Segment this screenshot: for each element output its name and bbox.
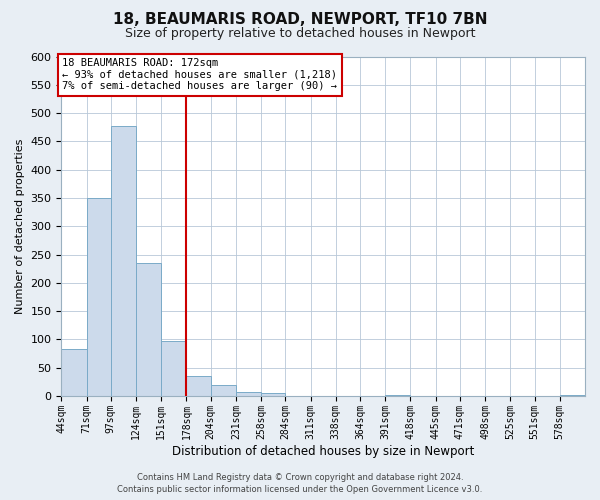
Y-axis label: Number of detached properties: Number of detached properties <box>15 138 25 314</box>
X-axis label: Distribution of detached houses by size in Newport: Distribution of detached houses by size … <box>172 444 475 458</box>
Text: Contains HM Land Registry data © Crown copyright and database right 2024.
Contai: Contains HM Land Registry data © Crown c… <box>118 472 482 494</box>
Bar <box>86 198 111 396</box>
Bar <box>187 376 211 396</box>
Bar <box>161 340 187 396</box>
Text: 18 BEAUMARIS ROAD: 172sqm
← 93% of detached houses are smaller (1,218)
7% of sem: 18 BEAUMARIS ROAD: 172sqm ← 93% of detac… <box>62 58 337 92</box>
Text: 18, BEAUMARIS ROAD, NEWPORT, TF10 7BN: 18, BEAUMARIS ROAD, NEWPORT, TF10 7BN <box>113 12 487 28</box>
Bar <box>385 395 410 396</box>
Bar <box>211 386 236 396</box>
Bar <box>236 392 261 396</box>
Bar <box>560 395 585 396</box>
Bar <box>111 126 136 396</box>
Bar <box>136 263 161 396</box>
Bar <box>261 393 286 396</box>
Text: Size of property relative to detached houses in Newport: Size of property relative to detached ho… <box>125 28 475 40</box>
Bar <box>61 349 86 396</box>
